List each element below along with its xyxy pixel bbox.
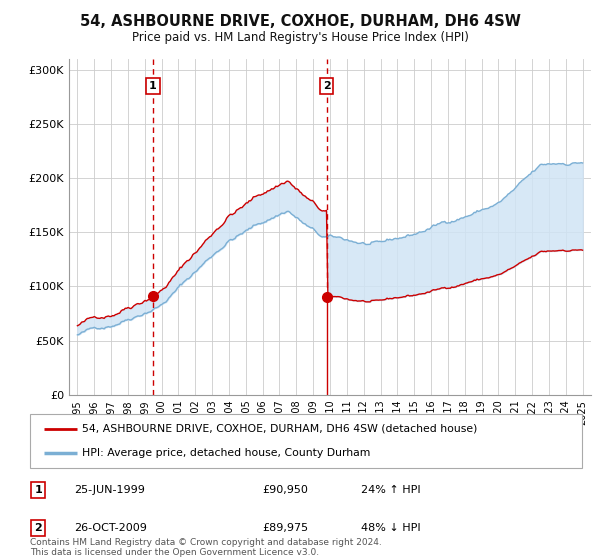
Text: Price paid vs. HM Land Registry's House Price Index (HPI): Price paid vs. HM Land Registry's House …	[131, 31, 469, 44]
Text: 1: 1	[34, 485, 42, 495]
Text: Contains HM Land Registry data © Crown copyright and database right 2024.
This d: Contains HM Land Registry data © Crown c…	[30, 538, 382, 557]
Text: 25-JUN-1999: 25-JUN-1999	[74, 485, 145, 495]
Text: £90,950: £90,950	[262, 485, 308, 495]
Text: 48% ↓ HPI: 48% ↓ HPI	[361, 523, 421, 533]
Text: 2: 2	[34, 523, 42, 533]
Text: £89,975: £89,975	[262, 523, 308, 533]
Text: 24% ↑ HPI: 24% ↑ HPI	[361, 485, 421, 495]
Text: 2: 2	[323, 81, 331, 91]
Text: HPI: Average price, detached house, County Durham: HPI: Average price, detached house, Coun…	[82, 448, 371, 458]
Text: 26-OCT-2009: 26-OCT-2009	[74, 523, 147, 533]
FancyBboxPatch shape	[30, 414, 582, 468]
Text: 54, ASHBOURNE DRIVE, COXHOE, DURHAM, DH6 4SW (detached house): 54, ASHBOURNE DRIVE, COXHOE, DURHAM, DH6…	[82, 424, 478, 434]
Text: 1: 1	[149, 81, 157, 91]
Text: 54, ASHBOURNE DRIVE, COXHOE, DURHAM, DH6 4SW: 54, ASHBOURNE DRIVE, COXHOE, DURHAM, DH6…	[80, 14, 520, 29]
